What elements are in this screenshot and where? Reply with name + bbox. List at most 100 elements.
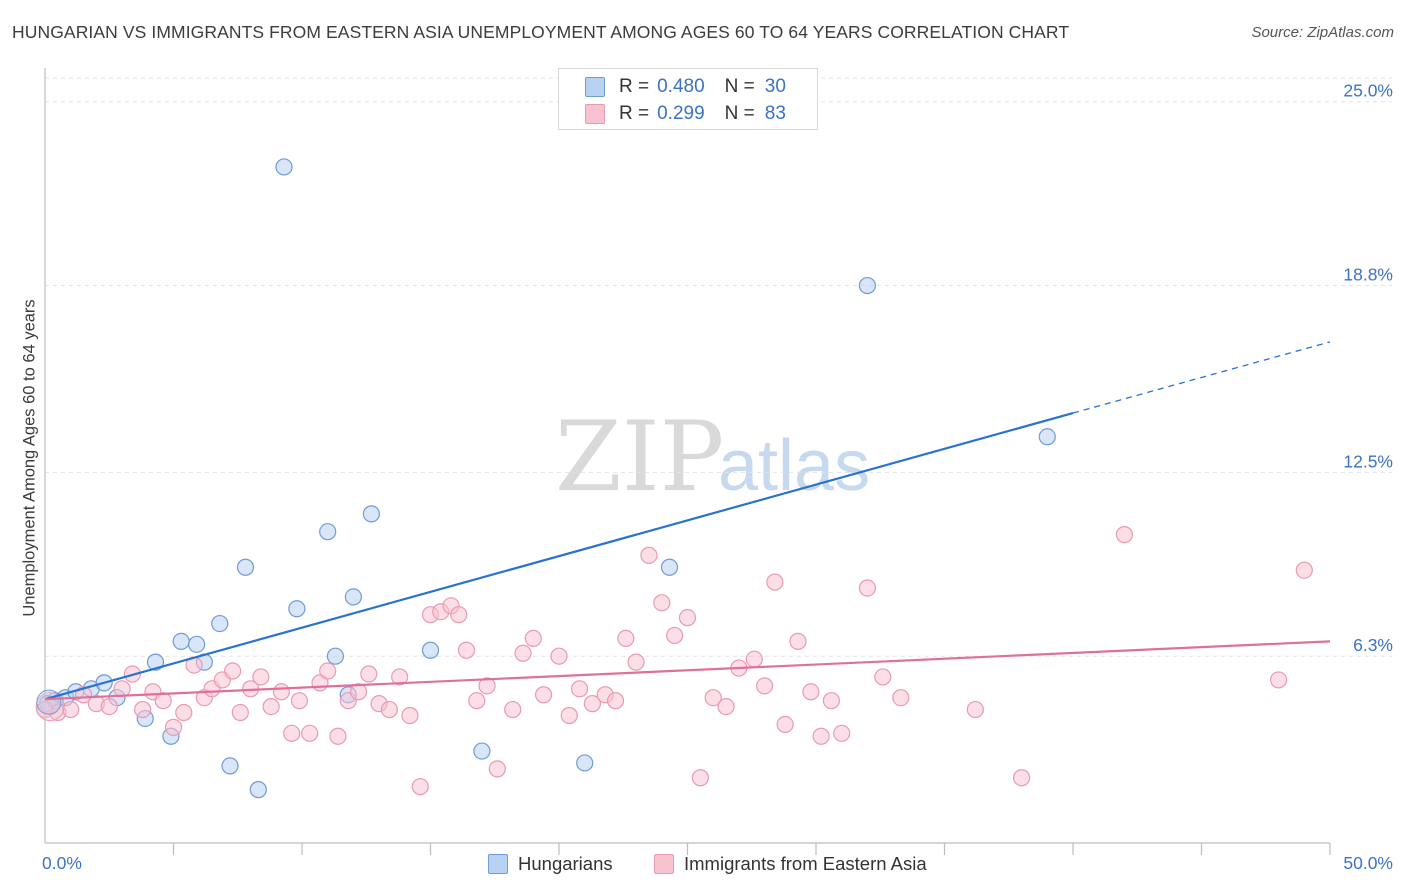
data-point xyxy=(468,692,486,710)
data-point xyxy=(62,700,80,719)
trend-line-blue xyxy=(44,411,1074,701)
stats-swatch-pink xyxy=(585,104,605,124)
data-point xyxy=(457,641,476,659)
data-point xyxy=(858,276,877,295)
legend-swatch-blue xyxy=(488,854,508,874)
legend-item-hungarians[interactable]: Hungarians xyxy=(488,852,613,876)
data-point xyxy=(421,641,440,659)
stats-n-label: N = xyxy=(724,76,755,97)
data-point xyxy=(380,700,398,719)
legend-swatch-pink xyxy=(654,854,674,874)
data-point xyxy=(550,647,568,665)
data-point xyxy=(175,703,193,722)
watermark-atlas: atlas xyxy=(718,426,870,506)
data-point xyxy=(583,695,602,713)
data-point xyxy=(478,677,496,695)
data-point xyxy=(822,692,841,710)
y-tick-label: 18.8% xyxy=(1343,265,1393,285)
data-point xyxy=(755,677,774,695)
data-point xyxy=(362,505,380,523)
data-point xyxy=(1295,561,1313,579)
data-point xyxy=(576,754,594,772)
stats-legend: R = 0.480 N = 30 R = 0.299 N = 83 xyxy=(558,68,818,130)
data-point xyxy=(411,778,429,796)
data-point xyxy=(691,769,709,787)
chart-title: HUNGARIAN VS IMMIGRANTS FROM EASTERN ASI… xyxy=(12,22,1070,42)
data-point xyxy=(653,594,671,612)
trend-line-pink xyxy=(44,640,1331,701)
data-point xyxy=(473,742,491,760)
data-point xyxy=(164,718,183,736)
data-point xyxy=(617,629,635,648)
data-point xyxy=(344,588,362,606)
data-point xyxy=(504,700,522,719)
legend-label: Immigrants from Eastern Asia xyxy=(684,853,927,874)
data-point xyxy=(172,632,190,650)
data-point xyxy=(221,757,239,775)
data-point xyxy=(275,158,293,176)
data-point xyxy=(401,706,419,725)
data-point xyxy=(450,606,468,624)
data-point xyxy=(812,727,830,745)
data-point xyxy=(211,614,229,633)
data-point xyxy=(776,715,794,733)
source-credit: Source: ZipAtlas.com xyxy=(1251,24,1394,41)
data-point xyxy=(349,683,368,701)
x-tick-label: 50.0% xyxy=(1343,853,1393,873)
data-point xyxy=(360,665,378,683)
stats-n-value: 30 xyxy=(764,76,786,97)
legend-label: Hungarians xyxy=(518,853,613,874)
data-point xyxy=(290,692,309,710)
stats-row-hungarians: R = 0.480 N = 30 xyxy=(585,75,786,99)
data-point xyxy=(249,781,267,799)
data-point xyxy=(301,724,319,742)
data-point xyxy=(858,579,877,597)
data-point xyxy=(1269,671,1288,689)
series-pink xyxy=(36,526,1313,796)
data-point xyxy=(319,523,337,541)
data-point xyxy=(391,668,409,686)
y-tick-label: 6.3% xyxy=(1353,635,1393,655)
data-point xyxy=(288,600,306,618)
stats-r-label: R = xyxy=(619,103,650,124)
data-point xyxy=(188,635,206,653)
data-point xyxy=(606,692,625,710)
data-point xyxy=(833,724,851,742)
data-point xyxy=(892,689,910,707)
x-tick-label: 0.0% xyxy=(42,853,82,873)
data-point xyxy=(224,662,242,680)
stats-n-value: 83 xyxy=(764,103,786,124)
data-point xyxy=(1012,769,1031,787)
stats-swatch-blue xyxy=(585,77,605,97)
stats-r-value: 0.299 xyxy=(657,103,705,124)
data-point xyxy=(766,573,784,591)
data-point xyxy=(262,698,280,716)
stats-n-label: N = xyxy=(724,103,755,124)
stats-row-eastern-asia: R = 0.299 N = 83 xyxy=(585,102,786,126)
data-point xyxy=(252,668,270,686)
data-point xyxy=(789,632,807,650)
data-point xyxy=(640,546,658,564)
data-point xyxy=(534,686,553,704)
data-point xyxy=(1115,526,1134,544)
legend-item-eastern-asia[interactable]: Immigrants from Eastern Asia xyxy=(654,852,927,876)
trend-extension-blue xyxy=(1072,341,1331,414)
data-point xyxy=(666,626,684,645)
data-point xyxy=(704,689,722,707)
data-point xyxy=(74,686,93,704)
data-point xyxy=(326,647,345,665)
data-point xyxy=(36,700,54,719)
data-point xyxy=(146,653,165,671)
data-point xyxy=(154,692,172,710)
data-point xyxy=(231,703,249,722)
data-point xyxy=(660,558,679,576)
data-point xyxy=(524,629,542,648)
data-point xyxy=(514,644,532,662)
data-point xyxy=(570,680,589,698)
y-tick-label: 12.5% xyxy=(1343,451,1393,471)
data-point xyxy=(134,700,152,719)
data-point xyxy=(236,558,255,576)
data-point xyxy=(627,653,645,671)
data-point xyxy=(966,700,984,719)
data-point xyxy=(1038,428,1056,446)
